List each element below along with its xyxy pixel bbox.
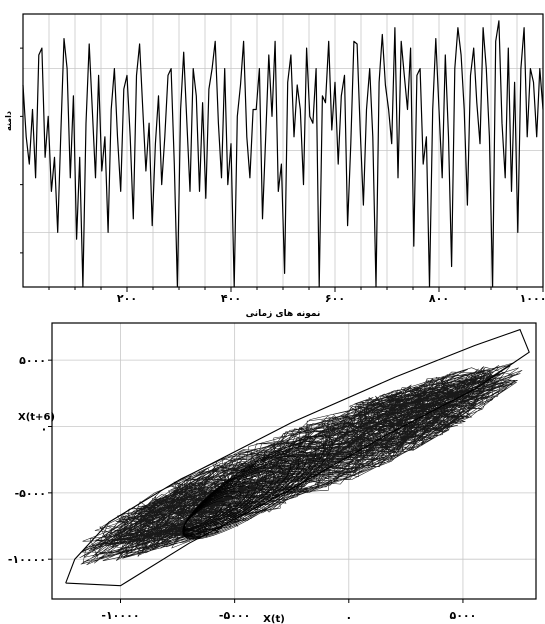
time-series-grid (20, 14, 543, 287)
phase-space-inner-loop (184, 495, 233, 530)
phase-space-inner-loop (182, 440, 325, 539)
phase-space-inner-loop (183, 465, 283, 535)
phase-space-inner-loop (182, 435, 333, 540)
time-series-chart: ۲۰۰ ۴۰۰ ۶۰۰ ۸۰۰ ۱۰۰۰ نمونه های زمانی دامنه (4, 13, 545, 319)
phase-space-inner-loop (183, 475, 267, 533)
phase-space-y-tick-label: ۵۰۰۰ (19, 354, 46, 367)
phase-space-inner-loop (182, 445, 316, 538)
phase-space-inner-loop (183, 480, 258, 532)
phase-space-inner-loop (183, 470, 275, 534)
phase-space-x-tick-label: -۵۰۰۰ (219, 609, 250, 622)
phase-space-x-tick-label: -۱۰۰۰۰ (101, 609, 139, 622)
phase-space-chart: -۱۰۰۰۰ -۵۰۰۰. ۵۰۰۰ ۵۰۰۰. -۵۰۰۰ -۱۰۰۰۰ X(t) X… (8, 322, 537, 624)
phase-space-y-tick-label: -۱۰۰۰۰ (8, 553, 46, 566)
time-series-x-tick-label: ۱۰۰۰ (520, 292, 545, 305)
time-series-x-ticks: ۲۰۰ ۴۰۰ ۶۰۰ ۸۰۰ ۱۰۰۰ (48, 287, 545, 305)
phase-space-inner-loop (184, 500, 225, 529)
time-series-x-tick-label: ۴۰۰ (221, 292, 241, 305)
time-series-x-tick-label: ۶۰۰ (325, 292, 345, 305)
phase-space-inner-loop (183, 455, 300, 537)
time-series-line (22, 20, 544, 288)
time-series-x-axis-title: نمونه های زمانی (246, 309, 321, 319)
phase-space-y-tick-label: -۵۰۰۰ (15, 487, 46, 500)
phase-space-x-tick-label: . (347, 609, 351, 622)
phase-space-y-tick-label: . (42, 421, 46, 434)
phase-space-inner-loop (184, 490, 242, 531)
phase-space-inner-loop (183, 460, 291, 536)
time-series-line-group (22, 20, 544, 288)
phase-space-y-axis-title: X(t+6) (18, 412, 55, 423)
time-series-x-tick-label: ۸۰۰ (429, 292, 449, 305)
phase-space-inner-loop (182, 450, 308, 537)
phase-space-y-ticks: ۵۰۰۰. -۵۰۰۰ -۱۰۰۰۰ (8, 354, 52, 566)
phase-space-trajectory (65, 328, 530, 587)
phase-space-x-axis-title: X(t) (263, 614, 285, 624)
phase-space-plot-frame (51, 322, 537, 600)
phase-space-grid (52, 323, 536, 599)
phase-space-trajectory-line (79, 362, 523, 566)
phase-space-inner-loop (184, 485, 250, 532)
phase-space-x-ticks: -۱۰۰۰۰ -۵۰۰۰. ۵۰۰۰ (101, 599, 476, 622)
time-series-y-axis-title: دامنه (4, 111, 13, 131)
time-series-x-tick-label: ۲۰۰ (117, 292, 137, 305)
phase-space-x-tick-label: ۵۰۰۰ (450, 609, 477, 622)
